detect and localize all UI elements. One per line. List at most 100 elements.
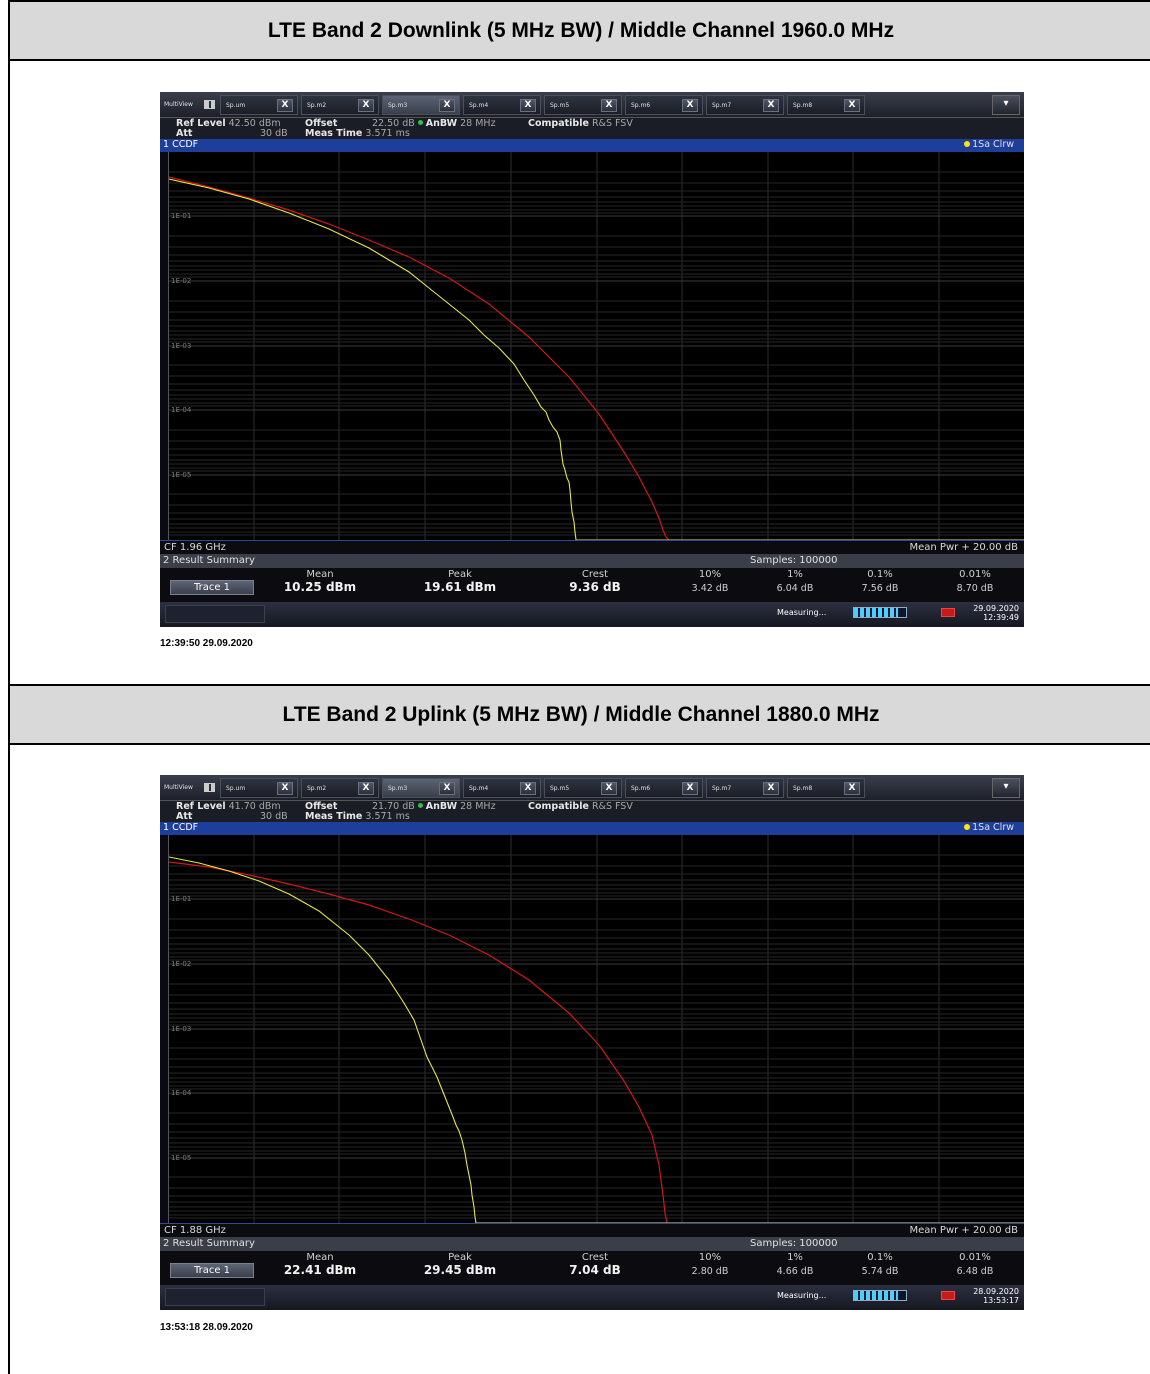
section-title: LTE Band 2 Uplink (5 MHz BW) / Middle Ch… [282, 702, 880, 726]
tab-sp-m5[interactable]: Sp.m5 X [544, 778, 622, 798]
col-header-001pct: 0.01% [959, 569, 991, 580]
menu-button[interactable]: ▾ [992, 778, 1020, 798]
capture-timestamp: 12:39:50 29.09.2020 [160, 638, 253, 649]
tab-sp-m4[interactable]: Sp.m4 X [463, 95, 541, 115]
close-icon[interactable]: X [520, 782, 536, 795]
p10-value: 3.42 dB [691, 583, 729, 594]
close-icon[interactable]: X [682, 99, 698, 112]
close-icon[interactable]: X [277, 782, 293, 795]
measurement-progress-bar [853, 607, 907, 618]
document-table: LTE Band 2 Downlink (5 MHz BW) / Middle … [8, 0, 1150, 1374]
close-icon[interactable]: X [439, 99, 455, 112]
tab-bar: MultiView Sp.um X Sp.m2 X Sp.m3 X Sp.m4 X Sp… [160, 775, 1024, 801]
section-header-uplink: LTE Band 2 Uplink (5 MHz BW) / Middle Ch… [10, 684, 1150, 745]
y-axis-labels: 1E-01 1E-02 1E-03 1E-04 1E-05 [171, 895, 192, 1162]
status-left-panel [165, 605, 265, 623]
close-icon[interactable]: X [520, 99, 536, 112]
progress-fill [854, 1291, 899, 1300]
compatible-value: R&S FSV [591, 118, 633, 129]
anbw-label: AnBW [425, 118, 458, 129]
close-icon[interactable]: X [844, 782, 860, 795]
capture-timestamp: 13:53:18 28.09.2020 [160, 1322, 253, 1333]
tab-label: Sp.m5 [550, 102, 570, 109]
tab-label: MultiView [164, 101, 193, 108]
tab-sp-m4[interactable]: Sp.m4 X [463, 778, 541, 798]
y-tick-label: 1E-02 [171, 960, 191, 968]
tab-sp-m8[interactable]: Sp.m8 X [787, 778, 865, 798]
tab-sp-m6[interactable]: Sp.m6 X [625, 95, 703, 115]
progress-fill [854, 608, 899, 617]
y-tick-label: 1E-03 [171, 1025, 191, 1033]
tab-sp-m3[interactable]: Sp.m3 X [382, 778, 460, 798]
multiview-grid-icon [204, 783, 215, 792]
meas-time-value: 3.571 ms [365, 811, 410, 822]
offset-label: Offset [305, 801, 338, 812]
p01-value: 5.74 dB [861, 1266, 899, 1277]
tab-sp-m3[interactable]: Sp.m3 X [382, 95, 460, 115]
y-axis-labels: 1E-01 1E-02 1E-03 1E-04 1E-05 [171, 212, 192, 479]
multiview-grid-icon [204, 100, 215, 109]
tab-multiview[interactable]: MultiView [164, 95, 220, 115]
offset-value: 22.50 dB [372, 118, 415, 129]
y-tick-label: 1E-04 [171, 406, 192, 414]
tab-sp-m7[interactable]: Sp.m7 X [706, 778, 784, 798]
tab-label: Sp.m2 [307, 102, 327, 109]
ccdf-plot-svg: 1E-01 1E-02 1E-03 1E-04 1E-05 [169, 152, 1024, 540]
instrument-date: 28.09.2020 [973, 1287, 1019, 1296]
tab-label: Sp.m6 [631, 785, 651, 792]
tab-sp-m2[interactable]: Sp.m2 X [301, 778, 379, 798]
tab-bar: MultiView Sp.um X Sp.m2 X Sp.m3 X Sp.m4 X Sp… [160, 92, 1024, 118]
y-tick-label: 1E-02 [171, 277, 191, 285]
col-header-1pct: 1% [787, 1252, 803, 1263]
tab-label: Sp.m8 [793, 785, 813, 792]
close-icon[interactable]: X [277, 99, 293, 112]
ccdf-plot: 1E-01 1E-02 1E-03 1E-04 1E-05 [168, 152, 1024, 540]
cf-status-bar: CF 1.96 GHz Mean Pwr + 20.00 dB [160, 540, 1024, 554]
att-value: 30 dB [260, 811, 288, 822]
trace-1-button[interactable]: Trace 1 [170, 1263, 254, 1278]
tab-sp-m6[interactable]: Sp.m6 X [625, 778, 703, 798]
tab-label: Sp.um [226, 102, 246, 109]
y-tick-label: 1E-04 [171, 1089, 192, 1097]
offset-value: 21.70 dB [372, 801, 415, 812]
menu-button[interactable]: ▾ [992, 95, 1020, 115]
ref-level-label: Ref Level [176, 801, 226, 812]
samples-count: Samples: 100000 [750, 555, 838, 566]
remote-flag-icon [941, 1291, 955, 1300]
tab-sp-m8[interactable]: Sp.m8 X [787, 95, 865, 115]
close-icon[interactable]: X [763, 99, 779, 112]
meas-time-label: Meas Time [305, 811, 363, 822]
measured-ccdf-trace [169, 178, 1024, 540]
measured-ccdf-trace [169, 856, 1024, 1223]
trace-dot-icon [964, 141, 971, 147]
mean-value: 22.41 dBm [283, 1263, 357, 1277]
tab-sp-m5[interactable]: Sp.m5 X [544, 95, 622, 115]
anbw-value: 28 MHz [460, 801, 496, 812]
tab-label: Sp.m5 [550, 785, 570, 792]
tab-sp-m2[interactable]: Sp.m2 X [301, 95, 379, 115]
instrument-time: 13:53:17 [983, 1296, 1019, 1305]
crest-value: 7.04 dB [569, 1263, 621, 1277]
tab-label: Sp.um [226, 785, 246, 792]
trace-1-button[interactable]: Trace 1 [170, 580, 254, 595]
tab-multiview[interactable]: MultiView [164, 778, 220, 798]
ccdf-window-titlebar: 1 CCDF 1Sa Clrw [160, 822, 1024, 835]
close-icon[interactable]: X [763, 782, 779, 795]
reference-gaussian-trace [169, 861, 668, 1223]
tab-sp-m7[interactable]: Sp.m7 X [706, 95, 784, 115]
close-icon[interactable]: X [358, 99, 374, 112]
tab-sp-um[interactable]: Sp.um X [220, 778, 298, 798]
close-icon[interactable]: X [601, 782, 617, 795]
center-frequency: CF 1.88 GHz [164, 1225, 226, 1236]
tab-sp-um[interactable]: Sp.um X [220, 95, 298, 115]
spectrum-analyzer-screenshot: MultiView Sp.um X Sp.m2 X Sp.m3 X Sp.m4 X Sp… [160, 775, 1024, 1310]
col-header-01pct: 0.1% [867, 569, 893, 580]
close-icon[interactable]: X [601, 99, 617, 112]
p001-value: 6.48 dB [956, 1266, 994, 1277]
close-icon[interactable]: X [682, 782, 698, 795]
y-tick-label: 1E-01 [171, 212, 191, 220]
close-icon[interactable]: X [439, 782, 455, 795]
trace-indicator-label: 1Sa Clrw [972, 139, 1014, 150]
close-icon[interactable]: X [358, 782, 374, 795]
close-icon[interactable]: X [844, 99, 860, 112]
